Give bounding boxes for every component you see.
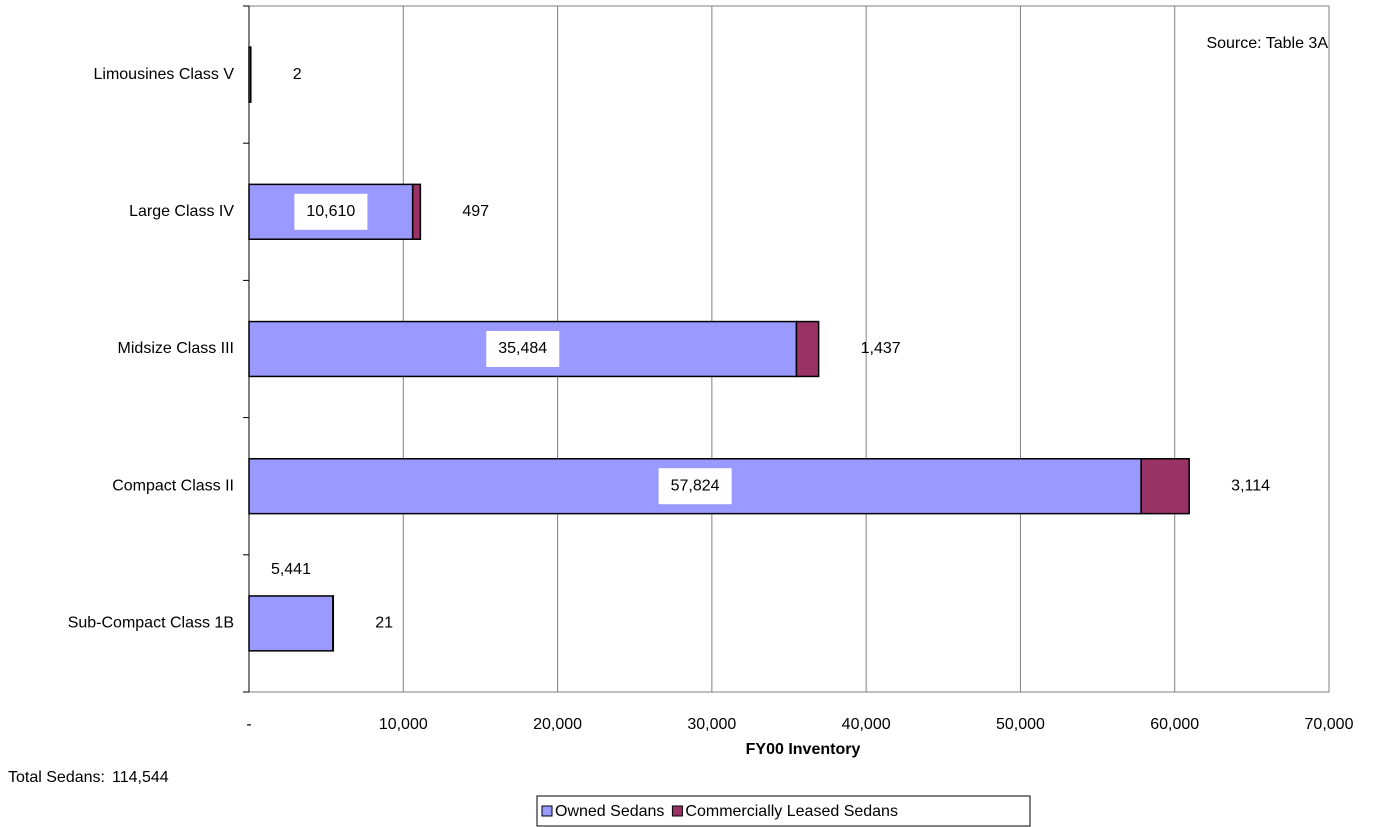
- y-tick-label: Midsize Class III: [118, 340, 234, 357]
- bar: [411, 183, 422, 240]
- legend-swatch: [541, 805, 553, 817]
- x-tick-label: 70,000: [1305, 716, 1354, 733]
- y-tick-label: Sub-Compact Class 1B: [68, 615, 234, 632]
- data-label: 57,824: [671, 477, 720, 494]
- legend-box: [536, 795, 1031, 827]
- bar: [248, 595, 334, 652]
- bar: [795, 320, 820, 378]
- legend-label: Owned Sedans: [555, 803, 664, 820]
- x-tick-label: 10,000: [379, 716, 428, 733]
- total-value: 114,544: [112, 769, 169, 786]
- data-label: 35,484: [498, 340, 547, 357]
- legend-swatch: [671, 805, 683, 817]
- data-label: 3,114: [1231, 477, 1270, 494]
- x-tick-label: 60,000: [1150, 716, 1199, 733]
- annotation: Source: Table 3A: [1206, 35, 1328, 52]
- data-label: 10,610: [306, 203, 355, 220]
- legend-label: Commercially Leased Sedans: [685, 803, 898, 820]
- data-label: 497: [462, 203, 489, 220]
- x-tick-label: -: [246, 716, 251, 733]
- data-label-bg: [294, 193, 368, 230]
- data-label-bg: [658, 468, 732, 505]
- total-label: Total Sedans:: [8, 769, 105, 786]
- x-tick-label: 20,000: [533, 716, 582, 733]
- data-label: 2: [293, 66, 302, 83]
- data-label: 1,437: [861, 340, 901, 357]
- x-tick-label: 30,000: [687, 716, 736, 733]
- y-tick-label: Limousines Class V: [94, 66, 235, 83]
- data-label-bg: [486, 331, 560, 367]
- x-tick-label: 40,000: [842, 716, 891, 733]
- data-label: 21: [375, 615, 393, 632]
- x-tick-label: 50,000: [996, 716, 1045, 733]
- x-axis-label: FY00 Inventory: [746, 741, 861, 758]
- y-tick-label: Large Class IV: [129, 203, 234, 220]
- y-tick-label: Compact Class II: [112, 477, 234, 494]
- bar: [248, 458, 1142, 515]
- bar: [1140, 458, 1190, 515]
- data-label: 5,441: [271, 561, 311, 578]
